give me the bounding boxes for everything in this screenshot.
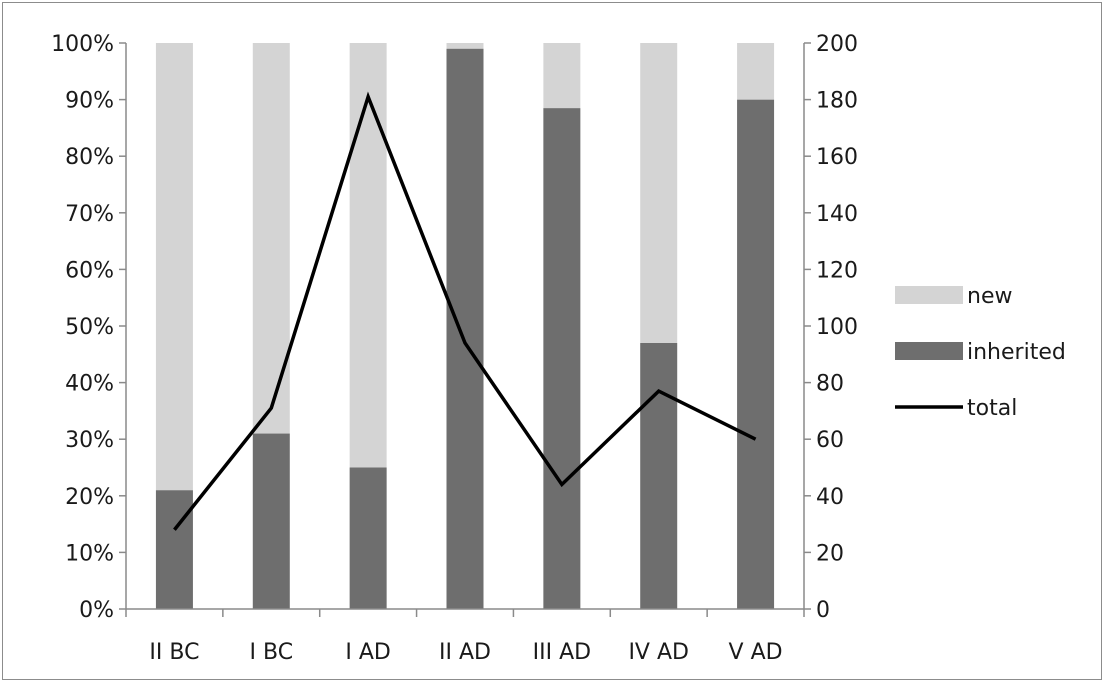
right-tick-label: 80 xyxy=(816,372,844,397)
left-tick-label: 10% xyxy=(65,541,114,566)
right-tick-label: 20 xyxy=(816,541,844,566)
bar-inherited-1 xyxy=(252,433,290,609)
x-tick-label: I AD xyxy=(345,640,390,665)
left-tick-label: 90% xyxy=(65,89,114,114)
x-tick-label: II BC xyxy=(149,640,199,665)
x-tick-label: I BC xyxy=(250,640,294,665)
bar-new-2 xyxy=(349,43,387,468)
right-tick-label: 100 xyxy=(816,315,858,340)
right-tick-label: 40 xyxy=(816,485,844,510)
left-axis-ticks: 0% 10% 20% 30% 40% 50% 60% 70% 80% 90% 100% xyxy=(51,32,126,623)
left-tick-label: 20% xyxy=(65,485,114,510)
bar-inherited-2 xyxy=(349,467,387,609)
legend: new inherited total xyxy=(895,284,1066,421)
bar-new-6 xyxy=(737,43,775,100)
bar-new-1 xyxy=(252,43,290,434)
x-axis-ticks: II BC I BC I AD II AD III AD IV AD V AD xyxy=(125,609,805,665)
line-layer xyxy=(173,91,757,531)
line-series-total xyxy=(173,91,757,531)
legend-label-inherited: inherited xyxy=(967,340,1066,365)
legend-swatch-new xyxy=(895,286,963,304)
right-tick-label: 120 xyxy=(816,258,858,283)
right-tick-label: 200 xyxy=(816,32,858,57)
x-tick-label: V AD xyxy=(729,640,783,665)
bar-inherited-4 xyxy=(543,108,581,609)
right-tick-label: 60 xyxy=(816,428,844,453)
chart: 0% 10% 20% 30% 40% 50% 60% 70% 80% 90% 100% 0 20 40 6… xyxy=(51,32,1066,665)
x-tick-label: IV AD xyxy=(628,640,689,665)
right-tick-label: 180 xyxy=(816,89,858,114)
left-tick-label: 30% xyxy=(65,428,114,453)
left-tick-label: 60% xyxy=(65,258,114,283)
bar-inherited-0 xyxy=(155,490,193,609)
left-tick-label: 0% xyxy=(79,598,114,623)
right-tick-label: 0 xyxy=(816,598,830,623)
bar-new-5 xyxy=(640,43,678,343)
left-tick-label: 70% xyxy=(65,202,114,227)
bar-inherited-6 xyxy=(737,99,775,609)
left-tick-label: 100% xyxy=(51,32,114,57)
left-tick-label: 50% xyxy=(65,315,114,340)
left-tick-label: 80% xyxy=(65,145,114,170)
x-tick-label: II AD xyxy=(439,640,491,665)
bar-new-4 xyxy=(543,43,581,109)
bar-inherited-5 xyxy=(640,342,678,609)
bar-new-0 xyxy=(155,43,193,491)
right-tick-label: 140 xyxy=(816,202,858,227)
right-axis-ticks: 0 20 40 60 80 100 120 140 160 180 200 xyxy=(804,32,858,623)
legend-label-new: new xyxy=(967,284,1012,309)
left-tick-label: 40% xyxy=(65,372,114,397)
bars-layer xyxy=(155,43,775,610)
x-tick-label: III AD xyxy=(533,640,591,665)
bar-inherited-3 xyxy=(446,48,484,610)
bar-new-3 xyxy=(446,43,484,49)
legend-swatch-inherited xyxy=(895,342,963,360)
legend-label-total: total xyxy=(967,396,1017,421)
right-tick-label: 160 xyxy=(816,145,858,170)
